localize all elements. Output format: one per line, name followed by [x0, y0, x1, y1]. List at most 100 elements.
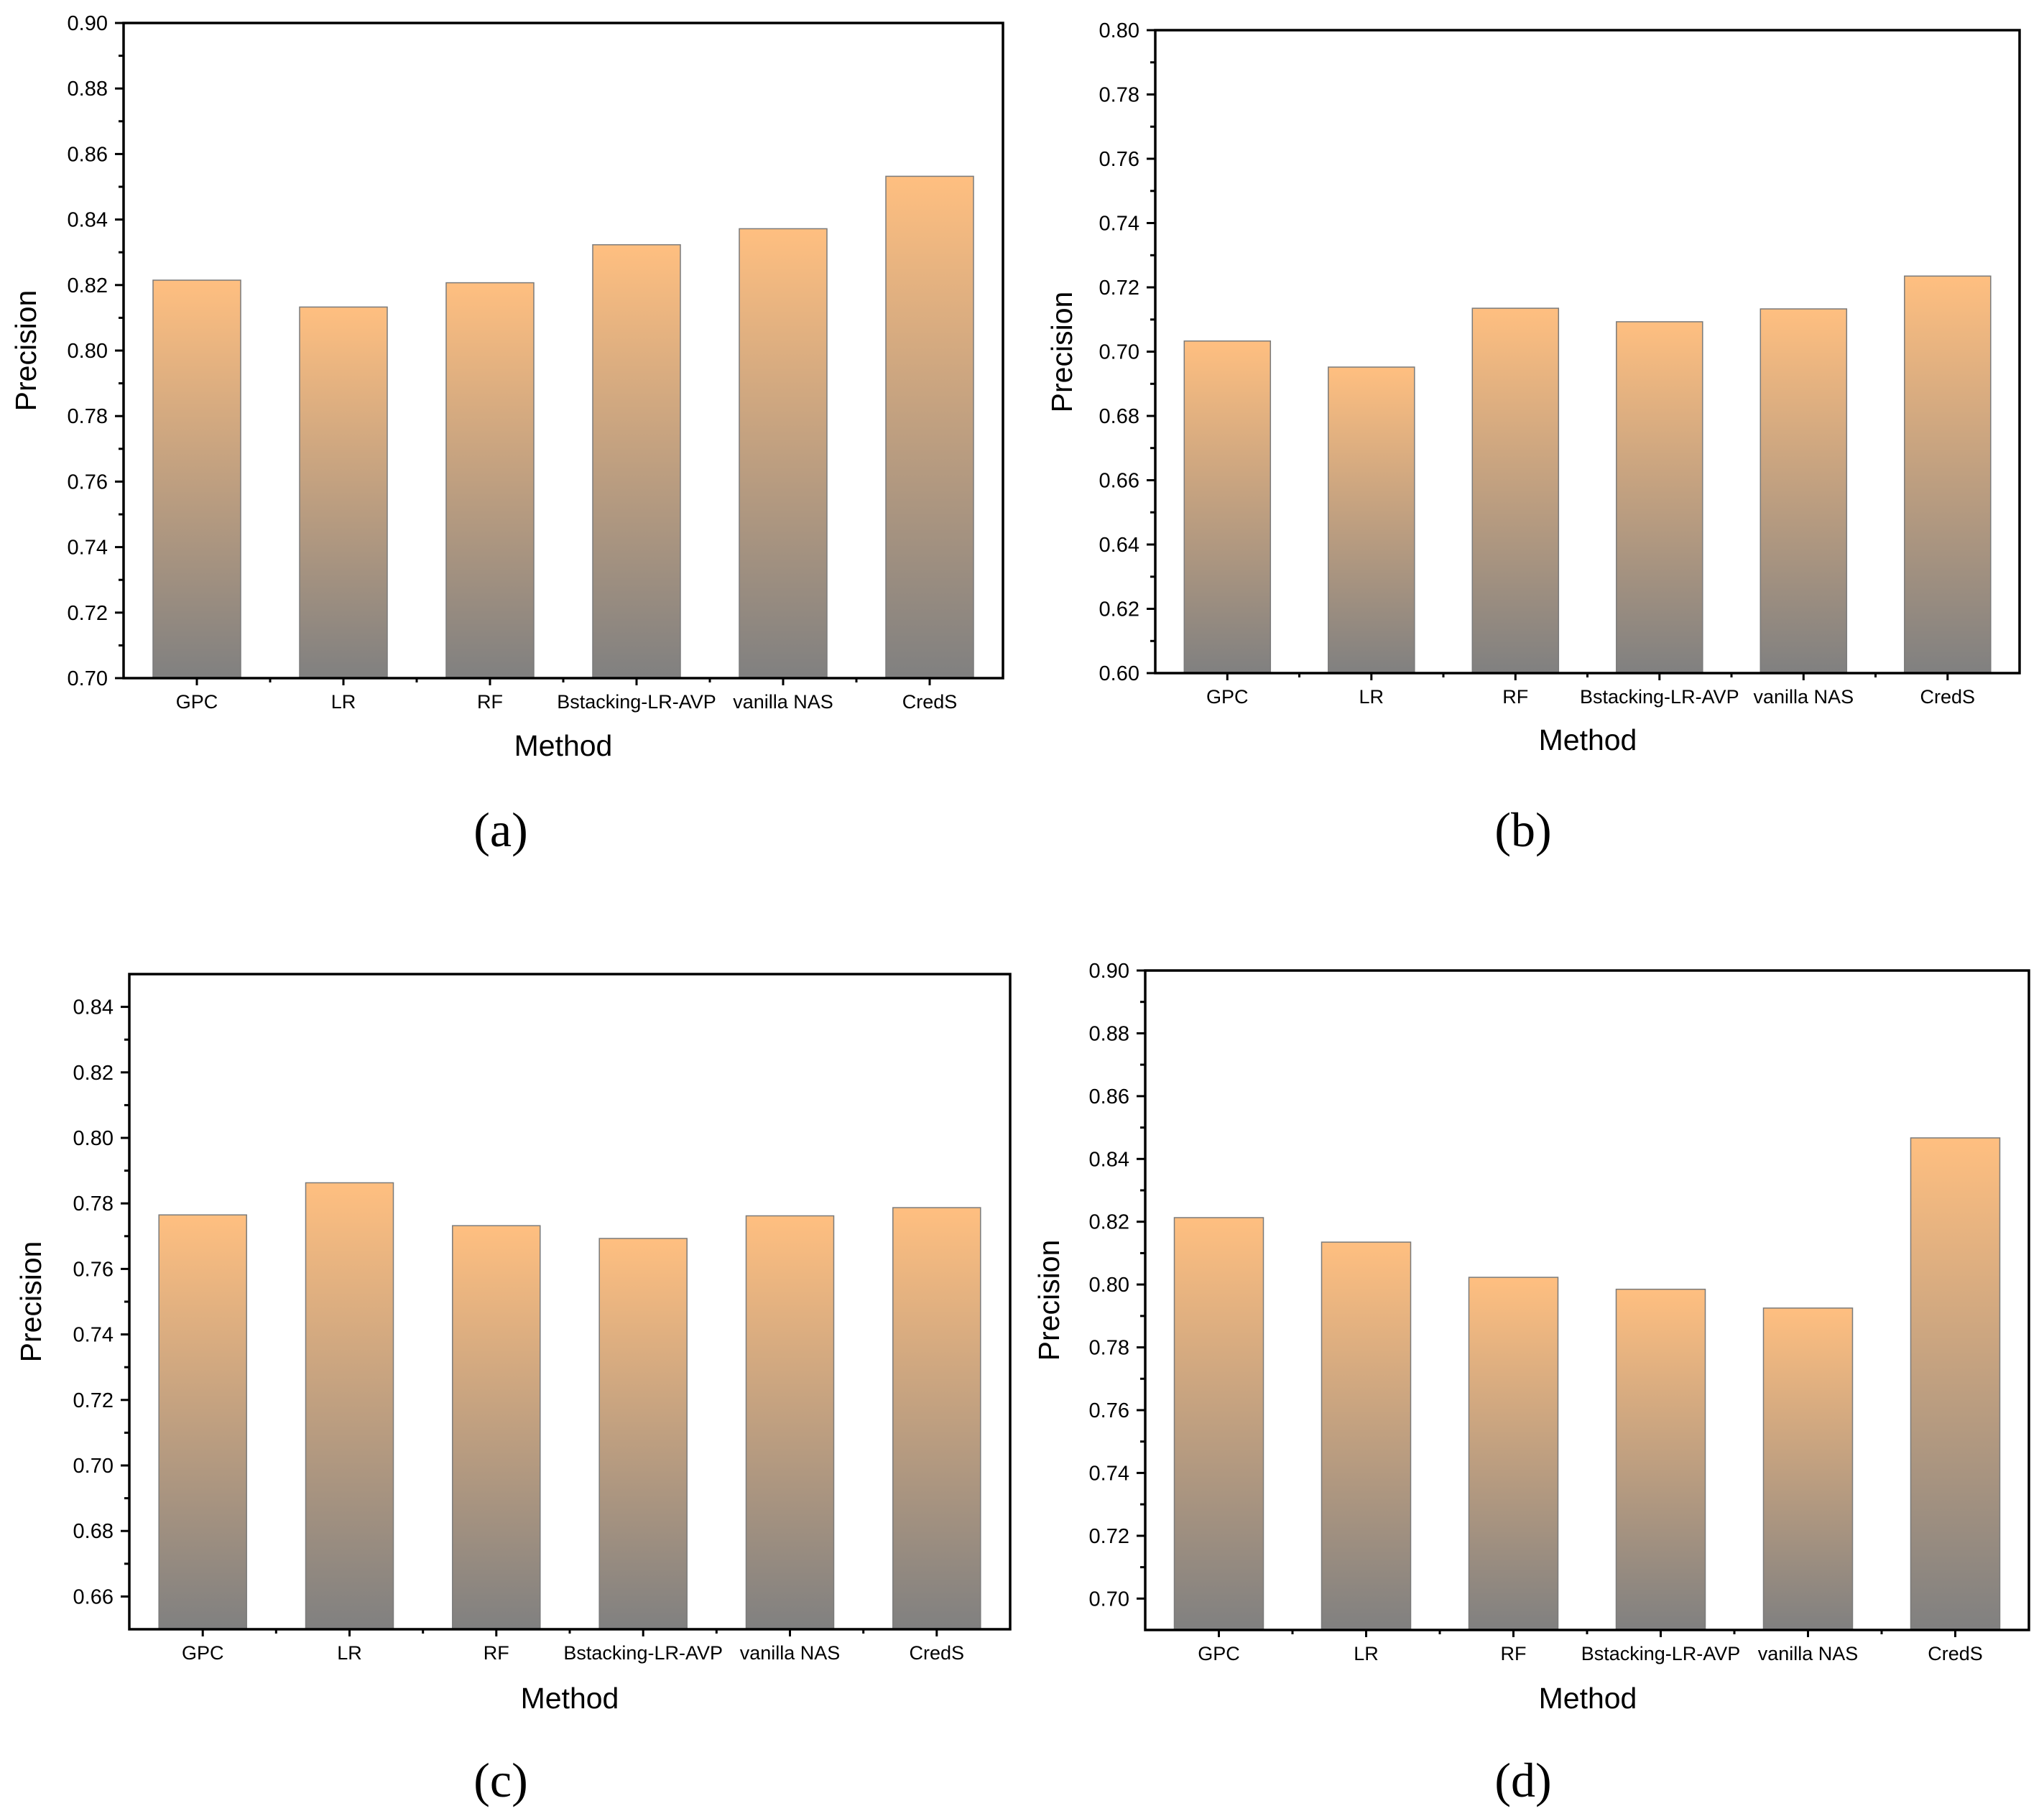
panel-b-y-tick-label-10: 0.80 [1099, 19, 1139, 42]
panel-b-plot-frame [1154, 29, 2021, 675]
panel-b-x-axis: GPC LR RF Bstacking-LR-AVP vanilla NAS CredS [1206, 673, 1975, 708]
panel-d-x-tick-label-4: vanilla NAS [1758, 1643, 1859, 1664]
panel-d-bars [1173, 1137, 2001, 1631]
panel-b-x-tick-label-4: vanilla NAS [1754, 686, 1854, 708]
panel-c-label: (c) [473, 1753, 527, 1807]
panel-b-bar-3 [1616, 321, 1703, 674]
panel-a-bar-2 [445, 282, 535, 679]
panel-a-x-tick-label-5: CredS [902, 691, 958, 713]
panel-c-bar-4 [745, 1215, 835, 1630]
panel-b-y-tick-label-3: 0.66 [1099, 470, 1139, 493]
panel-a-y-tick-label-7: 0.84 [68, 209, 108, 232]
panel-b-bars [1183, 275, 1992, 674]
panel-a-y-tick-label-8: 0.86 [68, 143, 108, 166]
panel-a-y-tick-label-9: 0.88 [68, 78, 108, 101]
panel-d-y-tick-label-0: 0.70 [1089, 1588, 1129, 1611]
panel-a-x-tick-label-1: LR [331, 691, 356, 713]
panel-d-y-tick-label-4: 0.78 [1089, 1337, 1129, 1360]
panel-b-y-tick-label-2: 0.64 [1099, 534, 1139, 557]
panel-c-x-tick-label-5: CredS [910, 1642, 965, 1664]
panel-b-y-tick-label-6: 0.72 [1099, 277, 1139, 300]
panel-a-y-tick-label-1: 0.72 [68, 602, 108, 625]
panel-c-x-tick-label-4: vanilla NAS [740, 1642, 841, 1664]
panel-d-bar-1 [1321, 1241, 1412, 1631]
panel-b-y-tick-label-1: 0.62 [1099, 598, 1139, 621]
panel-c-bars [158, 1182, 981, 1630]
panel-c-y-tick-label-1: 0.68 [73, 1520, 114, 1543]
panel-a-y-tick-label-2: 0.74 [68, 537, 108, 560]
panel-c-plot-frame [128, 973, 1012, 1631]
panel-a-x-axis-title: Method [514, 729, 613, 762]
panel-c-y-tick-label-0: 0.66 [73, 1585, 114, 1608]
panel-b-x-tick-label-2: RF [1502, 686, 1528, 708]
panel-d-y-tick-label-8: 0.86 [1089, 1085, 1129, 1108]
panel-d-x-tick-label-1: LR [1354, 1643, 1379, 1664]
panel-a-label: (a) [473, 802, 527, 857]
panel-c-y-tick-label-5: 0.76 [73, 1258, 114, 1281]
panel-c-x-tick-label-2: RF [484, 1642, 509, 1664]
panel-c-x-tick-label-0: GPC [182, 1642, 224, 1664]
panel-d-y-tick-label-5: 0.80 [1089, 1274, 1129, 1297]
panel-a-bar-4 [739, 228, 828, 679]
panel-a-y-tick-label-6: 0.82 [68, 274, 108, 297]
panel-b: 0.60 0.62 0.64 0.66 0.68 0.70 0.72 0.74 0.76 0.78… [1045, 19, 2021, 857]
panel-c-y-tick-label-9: 0.84 [73, 996, 114, 1019]
panel-d-x-tick-label-5: CredS [1928, 1643, 1983, 1664]
panel-d-y-tick-label-3: 0.76 [1089, 1399, 1129, 1422]
panel-b-y-axis: 0.60 0.62 0.64 0.66 0.68 0.70 0.72 0.74 0.76 0.78… [1099, 19, 1155, 685]
panel-c-y-tick-label-4: 0.74 [73, 1324, 114, 1347]
panel-a-bar-0 [152, 279, 241, 679]
panel-d-plot-frame [1144, 969, 2030, 1631]
panel-d-x-axis-title: Method [1539, 1682, 1637, 1715]
panel-a-y-tick-label-3: 0.76 [68, 471, 108, 494]
panel-d-x-tick-label-3: Bstacking-LR-AVP [1581, 1643, 1741, 1664]
panel-d-x-tick-label-0: GPC [1198, 1643, 1240, 1664]
panel-c-bar-0 [158, 1214, 247, 1630]
panel-c-y-tick-label-2: 0.70 [73, 1455, 114, 1478]
panel-a-y-tick-label-10: 0.90 [68, 12, 108, 35]
panel-d-y-tick-label-7: 0.84 [1089, 1148, 1129, 1171]
panel-d-y-axis: 0.70 0.72 0.74 0.76 0.78 0.80 0.82 0.84 0.86 0.88… [1089, 960, 1145, 1611]
panel-a-x-tick-label-2: RF [477, 691, 503, 713]
panel-d-y-tick-label-6: 0.82 [1089, 1211, 1129, 1234]
panel-d-x-tick-label-2: RF [1501, 1643, 1527, 1664]
panel-a-y-axis: 0.70 0.72 0.74 0.76 0.78 0.80 0.82 0.84 0.86 0.88… [68, 12, 124, 690]
panel-b-bar-5 [1904, 275, 1992, 674]
panel-d-y-tick-label-1: 0.72 [1089, 1525, 1129, 1548]
panel-c-bar-1 [305, 1182, 394, 1630]
panel-b-y-tick-label-8: 0.76 [1099, 148, 1139, 171]
panel-a-bar-1 [299, 306, 388, 679]
panel-b-y-tick-label-5: 0.70 [1099, 341, 1139, 364]
panel-d-bar-5 [1910, 1137, 2001, 1631]
panel-a-x-tick-label-3: Bstacking-LR-AVP [557, 691, 716, 713]
panel-b-x-tick-label-3: Bstacking-LR-AVP [1580, 686, 1739, 708]
panel-a-y-tick-label-4: 0.78 [68, 405, 108, 428]
panel-c-y-tick-label-7: 0.80 [73, 1127, 114, 1150]
panel-a-y-tick-label-0: 0.70 [68, 667, 108, 690]
panel-a: 0.70 0.72 0.74 0.76 0.78 0.80 0.82 0.84 0.86 0.88… [9, 12, 1004, 857]
panel-b-x-tick-label-1: LR [1359, 686, 1384, 708]
panel-d-bar-3 [1615, 1288, 1706, 1631]
panel-b-y-tick-label-0: 0.60 [1099, 662, 1139, 685]
panel-d-bar-2 [1468, 1277, 1559, 1631]
panel-b-label: (b) [1494, 802, 1551, 857]
panel-c-x-axis: GPC LR RF Bstacking-LR-AVP vanilla NAS CredS [182, 1629, 964, 1664]
panel-d-y-tick-label-9: 0.88 [1089, 1022, 1129, 1045]
panel-c-bar-5 [892, 1207, 981, 1630]
panel-d-y-axis-title: Precision [1032, 1240, 1065, 1361]
panel-b-bar-4 [1759, 308, 1848, 674]
panel-c-y-axis: 0.66 0.68 0.70 0.72 0.74 0.76 0.78 0.80 0.82 0.84 [73, 996, 129, 1608]
panel-c-x-axis-title: Method [521, 1682, 619, 1715]
panel-a-y-axis-title: Precision [9, 290, 42, 412]
panel-b-x-axis-title: Method [1539, 723, 1637, 756]
panel-b-y-tick-label-4: 0.68 [1099, 405, 1139, 428]
panel-b-y-tick-label-7: 0.74 [1099, 213, 1139, 236]
panel-d-label: (d) [1494, 1753, 1551, 1807]
panel-b-y-tick-label-9: 0.78 [1099, 84, 1139, 107]
panel-b-x-tick-label-5: CredS [1920, 686, 1976, 708]
panel-b-bar-2 [1471, 307, 1560, 674]
panel-a-y-tick-label-5: 0.80 [68, 340, 108, 363]
panel-a-bar-3 [592, 244, 681, 679]
panel-c-x-tick-label-1: LR [337, 1642, 362, 1664]
panel-d-y-tick-label-2: 0.74 [1089, 1462, 1129, 1485]
